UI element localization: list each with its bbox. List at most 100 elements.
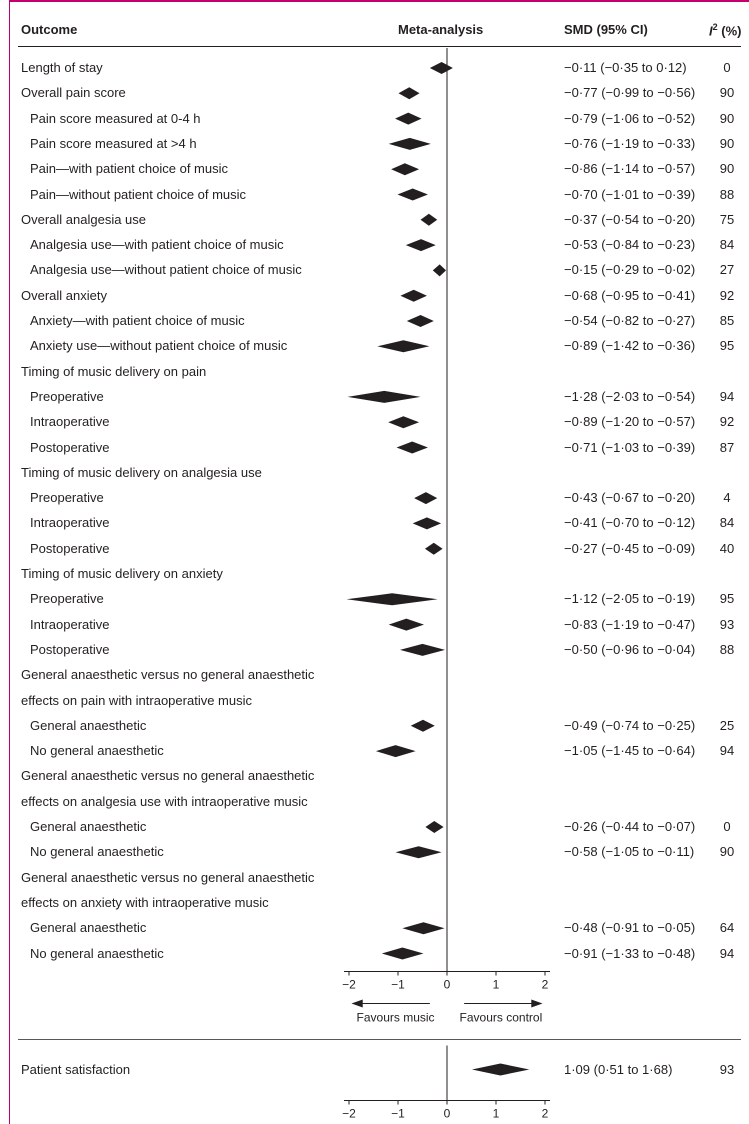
header-i2-superscript: 2 xyxy=(712,22,718,32)
row-label: No general anaesthetic xyxy=(30,945,164,961)
row-label: Pain—without patient choice of music xyxy=(30,186,247,202)
row-i2: 84 xyxy=(719,515,735,531)
row-label: Pain score measured at 0-4 h xyxy=(30,110,201,126)
row-label: No general anaesthetic xyxy=(30,844,164,860)
row-smd-ci: −0·86 (−1·14 to −0·57) xyxy=(564,161,696,177)
summary-diamond xyxy=(410,719,435,732)
x-tick-label: −1 xyxy=(391,1107,405,1121)
summary-diamond xyxy=(471,1063,530,1076)
row-label: General anaesthetic versus no general an… xyxy=(21,869,315,885)
summary-diamond xyxy=(402,922,445,935)
row-label: General anaesthetic xyxy=(30,920,147,936)
row-i2: 90 xyxy=(719,161,735,177)
row-i2: 4 xyxy=(723,490,731,506)
summary-diamond xyxy=(346,593,438,606)
summary-diamond xyxy=(391,163,420,176)
row-label: Postoperative xyxy=(30,641,110,657)
row-label: Overall pain score xyxy=(21,85,126,101)
x-tick-label: 0 xyxy=(444,1107,451,1121)
row-label: effects on pain with intraoperative musi… xyxy=(21,692,252,708)
row-smd-ci: −0·91 (−1·33 to −0·48) xyxy=(564,945,696,961)
summary-diamond xyxy=(425,821,444,833)
row-smd-ci: −0·48 (−0·91 to −0·05) xyxy=(564,920,696,936)
row-label: Preoperative xyxy=(30,591,104,607)
row-label: Postoperative xyxy=(30,439,110,455)
row-label: Timing of music delivery on analgesia us… xyxy=(21,464,262,480)
row-label: Intraoperative xyxy=(30,616,110,632)
row-label: Overall anxiety xyxy=(21,287,107,303)
row-smd-ci: −0·77 (−0·99 to −0·56) xyxy=(564,85,696,101)
x-tick-label: 2 xyxy=(542,1107,549,1121)
favours-left-arrowhead xyxy=(351,999,363,1008)
row-smd-ci: −0·58 (−1·05 to −0·11) xyxy=(564,844,695,860)
row-smd-ci: −1·28 (−2·03 to −0·54) xyxy=(564,388,696,404)
row-label: General anaesthetic xyxy=(30,717,147,733)
row-label: Timing of music delivery on anxiety xyxy=(21,566,223,581)
summary-diamond xyxy=(377,340,430,353)
row-label: Pain—with patient choice of music xyxy=(30,161,228,177)
x-tick-label: 1 xyxy=(493,1107,500,1121)
row-label: Patient satisfaction xyxy=(21,1061,131,1077)
row-i2: 93 xyxy=(719,616,735,632)
summary-diamond xyxy=(400,289,427,302)
row-smd-ci: −0·11 (−0·35 to 0·12) xyxy=(564,60,687,75)
row-smd-ci: −0·27 (−0·45 to −0·09) xyxy=(564,540,696,556)
row-smd-ci: −0·89 (−1·20 to −0·57) xyxy=(564,414,696,430)
row-label: Length of stay xyxy=(21,60,103,75)
summary-diamond xyxy=(381,947,424,960)
row-i2: 87 xyxy=(719,439,735,455)
row-smd-ci: −0·76 (−1·19 to −0·33) xyxy=(564,135,696,151)
row-smd-ci: 1·09 (0·51 to 1·68) xyxy=(564,1061,673,1077)
summary-diamond xyxy=(388,137,431,150)
row-smd-ci: −0·71 (−1·03 to −0·39) xyxy=(564,439,696,455)
favours-right-label: Favours control xyxy=(460,1011,543,1025)
summary-diamond xyxy=(420,213,438,226)
row-i2: 93 xyxy=(719,1061,735,1077)
row-smd-ci: −0·70 (−1·01 to −0·39) xyxy=(564,186,696,202)
header-i2: I2 (%) xyxy=(709,22,741,38)
summary-diamond xyxy=(398,87,420,100)
x-tick-label: −2 xyxy=(342,978,356,992)
row-smd-ci: −0·83 (−1·19 to −0·47) xyxy=(564,616,696,632)
row-i2: 90 xyxy=(719,85,735,101)
row-i2: 85 xyxy=(719,313,735,328)
row-label: Intraoperative xyxy=(30,414,110,430)
row-label: Timing of music delivery on pain xyxy=(21,363,207,379)
row-smd-ci: −0·54 (−0·82 to −0·27) xyxy=(564,313,696,328)
favours-right-arrowhead xyxy=(531,999,543,1008)
row-smd-ci: −0·26 (−0·44 to −0·07) xyxy=(564,819,696,834)
x-tick-label: 0 xyxy=(444,978,451,992)
row-label: effects on analgesia use with intraopera… xyxy=(21,793,308,809)
row-i2: 90 xyxy=(719,844,735,860)
summary-diamond xyxy=(406,315,434,327)
row-smd-ci: −0·68 (−0·95 to −0·41) xyxy=(564,287,696,303)
summary-diamond xyxy=(424,542,443,555)
row-label: Postoperative xyxy=(30,540,110,556)
row-i2: 88 xyxy=(719,641,735,657)
row-i2: 94 xyxy=(719,945,735,961)
summary-diamond xyxy=(429,62,453,74)
row-smd-ci: −0·53 (−0·84 to −0·23) xyxy=(564,237,696,253)
x-tick-label: −1 xyxy=(391,978,405,992)
row-smd-ci: −0·15 (−0·29 to −0·02) xyxy=(564,262,696,278)
row-smd-ci: −0·49 (−0·74 to −0·25) xyxy=(564,717,696,733)
row-i2: 27 xyxy=(719,262,735,278)
top-border xyxy=(9,0,749,2)
row-label: Anxiety—with patient choice of music xyxy=(30,313,245,328)
row-label: Pain score measured at >4 h xyxy=(30,135,197,151)
row-label: Intraoperative xyxy=(30,515,110,531)
row-i2: 84 xyxy=(719,237,735,253)
row-label: General anaesthetic versus no general an… xyxy=(21,667,315,683)
row-smd-ci: −0·37 (−0·54 to −0·20) xyxy=(564,211,696,227)
summary-diamond xyxy=(414,492,438,505)
row-label: General anaesthetic xyxy=(30,819,147,834)
summary-diamond xyxy=(432,264,447,277)
summary-diamond xyxy=(388,416,420,429)
header-meta-analysis: Meta-analysis xyxy=(398,22,484,37)
x-tick-label: −2 xyxy=(342,1107,356,1121)
summary-diamond xyxy=(399,643,446,656)
row-i2: 0 xyxy=(723,60,731,75)
row-label: effects on anxiety with intraoperative m… xyxy=(21,894,269,910)
summary-diamond xyxy=(396,441,428,454)
summary-diamond xyxy=(375,745,416,758)
